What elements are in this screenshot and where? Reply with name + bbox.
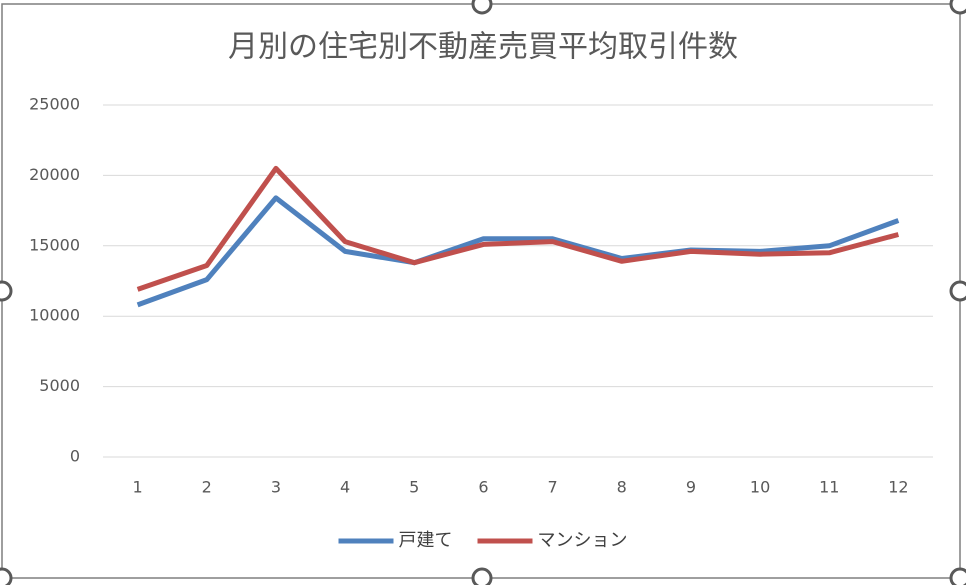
- y-tick-label: 5000: [39, 376, 80, 395]
- x-tick-label: 2: [202, 478, 212, 497]
- series-line: [136, 165, 900, 292]
- handle[interactable]: [949, 280, 966, 302]
- handle[interactable]: [949, 567, 966, 585]
- legend-label: マンション: [538, 530, 628, 551]
- x-tick-label: 11: [819, 478, 839, 497]
- chart-title: 月別の住宅別不動産売買平均取引件数: [228, 30, 738, 65]
- x-tick-label: 5: [409, 478, 419, 497]
- legend: 戸建て マンション: [338, 530, 628, 551]
- y-tick-label: 10000: [29, 306, 80, 325]
- x-tick-label: 3: [271, 478, 281, 497]
- handle[interactable]: [0, 280, 13, 302]
- y-tick-label: 15000: [29, 235, 80, 254]
- x-tick-label: 10: [750, 478, 770, 497]
- x-tick-label: 12: [888, 478, 908, 497]
- handle[interactable]: [471, 567, 493, 585]
- legend-item: 戸建て: [338, 530, 453, 551]
- x-tick-label: 9: [686, 478, 696, 497]
- x-tick-label: 6: [478, 478, 488, 497]
- handle[interactable]: [471, 0, 493, 15]
- legend-item: マンション: [477, 530, 628, 551]
- x-tick-label: 1: [132, 478, 142, 497]
- y-tick-label: 20000: [29, 165, 80, 184]
- x-tick-label: 7: [547, 478, 557, 497]
- handle[interactable]: [0, 567, 13, 585]
- x-tick-label: 8: [617, 478, 627, 497]
- y-tick-label: 25000: [29, 95, 80, 114]
- legend-label: 戸建て: [399, 530, 453, 551]
- series-line: [136, 195, 900, 308]
- x-tick-label: 4: [340, 478, 350, 497]
- y-tick-label: 0: [70, 447, 80, 466]
- chart-frame: [1, 3, 961, 579]
- handle[interactable]: [949, 0, 966, 15]
